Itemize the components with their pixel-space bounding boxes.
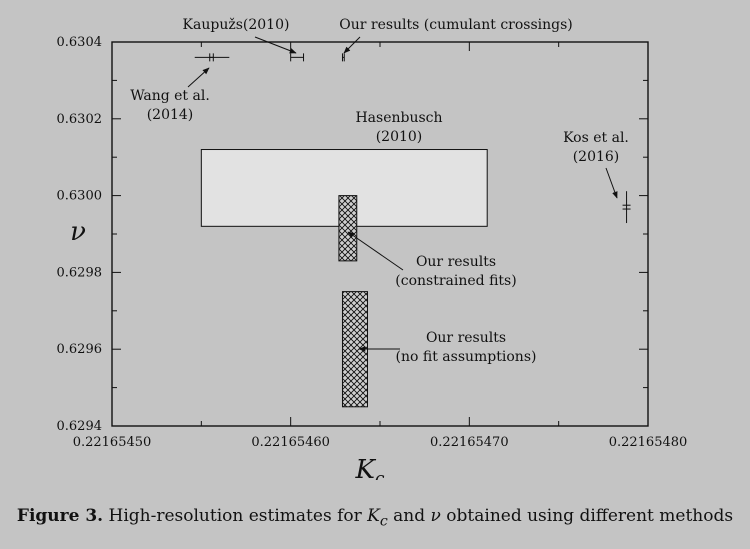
estimate-regions [200,149,488,408]
caption-symbol-nu: ν [430,506,441,526]
error-bar-2 [341,53,345,62]
error-bar-0 [194,53,230,62]
error-bar-3 [622,191,631,224]
arrow-constrained [347,231,404,271]
arrow-kos [605,167,618,199]
y-tick-label: 0.6302 [57,112,103,127]
x-axis-label: Kc [355,455,385,480]
annotation-hasenbusch-line2: (2010) [376,129,423,145]
annotation-cumulant: Our results (cumulant crossings) [339,17,573,33]
arrow-wang [187,67,210,88]
annotation-wang-line1: Wang et al. [130,88,210,104]
caption-symbol-k-sub: c [379,513,388,530]
x-tick-labels: 0.22165450 0.22165460 0.22165470 0.22165480 [73,435,688,450]
y-tick-label: 0.6296 [57,342,103,357]
y-tick-labels: 0.6294 0.6296 0.6298 0.6300 0.6302 0.6304 [57,35,103,434]
tick-marks [111,41,649,427]
x-tick-label: 0.22165450 [73,435,152,450]
y-tick-label: 0.6304 [57,35,103,50]
y-tick-label: 0.6300 [57,189,103,204]
arrow-cumulant [343,36,361,54]
caption-label: Figure 3. [16,506,104,526]
x-tick-label: 0.22165480 [609,435,688,450]
error-bar-1 [290,53,305,62]
annotation-kos-line2: (2016) [573,149,620,165]
caption-text-1: High-resolution estimates for [103,506,368,526]
error-bars [194,53,631,224]
annotation-constrained-line1: Our results [416,254,496,270]
annotation-kaupuzs: Kaupužs(2010) [183,17,290,33]
caption-symbol-k: K [367,506,380,526]
y-tick-label: 0.6294 [57,419,103,434]
region-1 [338,195,358,262]
annotation-constrained-line2: (constrained fits) [395,273,516,289]
caption-text-2: and [387,506,431,526]
annotation-kos-line1: Kos et al. [563,130,629,146]
y-tick-label: 0.6298 [57,265,103,280]
caption-text-3: obtained using different methods [440,506,734,526]
x-tick-label: 0.22165470 [430,435,509,450]
arrow-kaupuzs [254,36,297,54]
figure-caption: Figure 3. High-resolution estimates for … [0,506,750,529]
x-tick-label: 0.22165460 [251,435,330,450]
y-axis-label: ν [70,217,86,247]
annotation-wang-line2: (2014) [147,107,194,123]
annotation-nofit-line1: Our results [426,330,506,346]
annotation-hasenbusch-line1: Hasenbusch [355,110,442,126]
annotation-nofit-line2: (no fit assumptions) [396,349,537,365]
chart-figure: 0.22165450 0.22165460 0.22165470 0.22165480… [57,17,688,480]
